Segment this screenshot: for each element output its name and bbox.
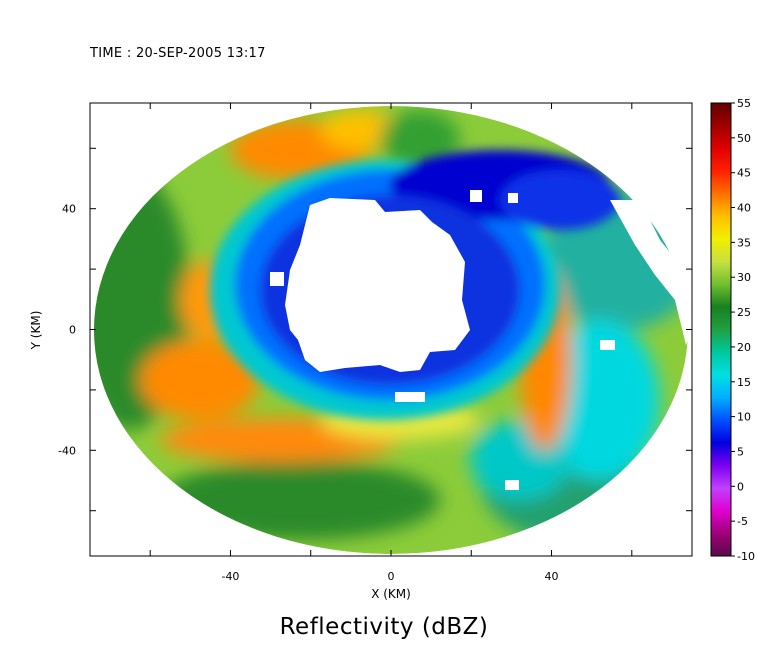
colorbar-tick-label: 45 — [737, 167, 751, 180]
eye-echo-free-region — [285, 198, 470, 372]
x-tick-label: -40 — [221, 570, 239, 583]
colorbar-tick-label: 10 — [737, 411, 751, 424]
colorbar-tick-label: 30 — [737, 271, 751, 284]
colorbar-tick-label: 0 — [737, 480, 744, 493]
timestamp-label: TIME : 20-SEP-2005 13:17 — [90, 46, 266, 61]
colorbar-tick-label: 25 — [737, 306, 751, 319]
x-axis: -40 0 40 — [149, 103, 633, 583]
colorbar-tick-label: 5 — [737, 445, 744, 458]
y-axis-label: Y (KM) — [29, 311, 43, 351]
missing-data-gap — [610, 200, 692, 345]
colorbar-tick-label: -10 — [737, 550, 755, 563]
y-tick-label: 0 — [69, 324, 76, 337]
colorbar-tick-label: 50 — [737, 132, 751, 145]
y-tick-label: -40 — [58, 444, 76, 457]
x-tick-label: 40 — [545, 570, 559, 583]
x-axis-label: X (KM) — [371, 587, 411, 601]
y-tick-label: 40 — [62, 203, 76, 216]
colorbar-tick-label: -5 — [737, 515, 748, 528]
colorbar-tick-label: 15 — [737, 376, 751, 389]
colorbar-tick-label: 20 — [737, 341, 751, 354]
colorbar-tick-label: 40 — [737, 202, 751, 215]
colorbar-tick-label: 35 — [737, 236, 751, 249]
colorbar-ramp — [710, 102, 732, 557]
colorbar: -10 -5 0 5 10 15 20 25 30 35 40 45 50 55 — [710, 97, 755, 563]
colorbar-tick-label: 55 — [737, 97, 751, 110]
y-axis: -40 0 40 — [58, 147, 692, 512]
x-tick-label: 0 — [388, 570, 395, 583]
chart-title: Reflectivity (dBZ) — [279, 614, 489, 640]
